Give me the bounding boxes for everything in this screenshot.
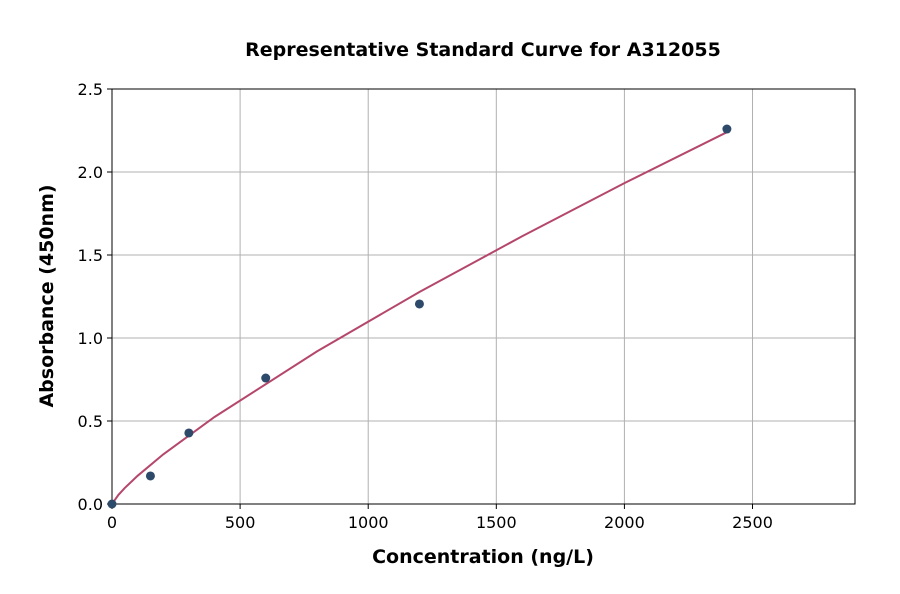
x-tick-label: 1500 <box>476 513 517 532</box>
y-tick-label: 2.0 <box>78 163 103 182</box>
y-axis-label: Absorbance (450nm) <box>36 184 58 407</box>
plot-area <box>111 88 856 505</box>
data-point <box>184 428 194 438</box>
y-tick-label: 1.5 <box>78 246 103 265</box>
y-tick-label: 1.0 <box>78 329 103 348</box>
x-tick-label: 2000 <box>604 513 645 532</box>
x-tick-label: 2500 <box>732 513 773 532</box>
x-tick-label: 0 <box>107 513 117 532</box>
x-axis-label: Concentration (ng/L) <box>372 546 594 568</box>
x-tick-label: 500 <box>225 513 256 532</box>
data-point <box>261 373 271 383</box>
chart-title: Representative Standard Curve for A31205… <box>245 39 721 61</box>
y-tick-label: 0.0 <box>78 495 103 514</box>
x-tick-label: 1000 <box>348 513 389 532</box>
data-point <box>722 124 732 134</box>
fit-curve <box>111 131 728 505</box>
data-point <box>107 499 117 509</box>
data-point <box>414 299 424 309</box>
y-tick-label: 0.5 <box>78 412 103 431</box>
data-point <box>145 471 155 481</box>
y-tick-label: 2.5 <box>78 80 103 99</box>
